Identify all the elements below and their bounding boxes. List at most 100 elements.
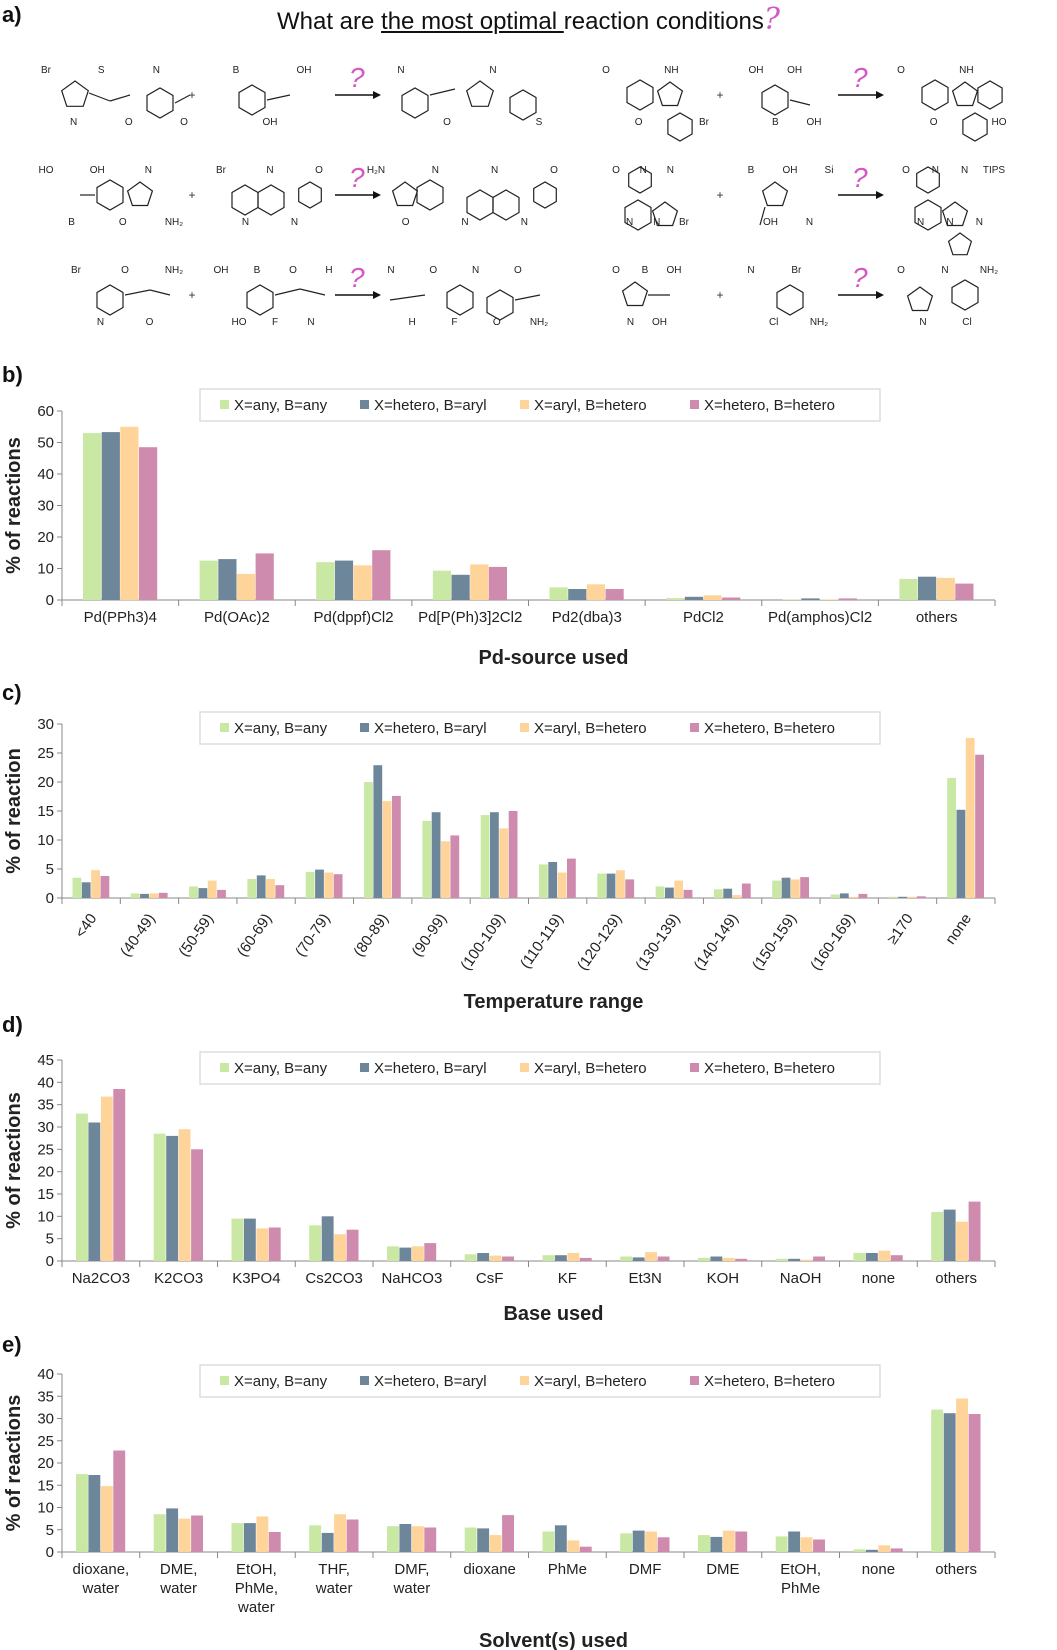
bond-line <box>759 206 766 226</box>
bar <box>139 447 158 600</box>
x-tick-label-line: PhMe <box>548 1561 587 1578</box>
x-tick-label: DMF, water <box>393 1561 431 1597</box>
atom-label: N <box>461 217 468 228</box>
x-tick-label: (100-109) <box>457 911 508 974</box>
bar <box>703 595 722 600</box>
atom-label: N <box>626 217 633 228</box>
atom-label: N <box>491 165 498 176</box>
bar <box>722 1530 735 1552</box>
ring-shape <box>941 201 969 227</box>
bar <box>713 889 723 898</box>
bar <box>153 1514 166 1552</box>
question-suffix: reaction conditions <box>563 8 764 35</box>
x-tick-label: (130-139) <box>632 911 683 974</box>
atom-label: O <box>493 317 501 328</box>
bond-line <box>429 88 456 96</box>
bar <box>153 1133 166 1261</box>
molecule: B OH OH <box>233 65 312 128</box>
atom-label: N <box>145 165 152 176</box>
question-mark-icon: ? <box>349 162 365 193</box>
atom-label: O <box>902 165 910 176</box>
bond-line <box>514 294 541 301</box>
ring-shape <box>916 166 940 194</box>
legend-label: X=hetero, B=aryl <box>374 720 487 737</box>
legend-label: X=hetero, B=hetero <box>704 1373 835 1390</box>
molecule: Br N S O N O <box>41 65 191 128</box>
atom-label: Si <box>825 165 834 176</box>
bond-line <box>389 294 426 301</box>
ring-shape <box>146 87 174 119</box>
bar <box>567 1253 580 1261</box>
x-tick-label-line: others <box>935 1270 977 1287</box>
y-tick-label: 20 <box>37 1455 54 1472</box>
plus-sign: + <box>188 188 195 202</box>
bar <box>490 812 499 898</box>
bar <box>207 880 217 898</box>
legend-swatch <box>220 1063 229 1072</box>
atom-label: O <box>514 265 522 276</box>
legend-box <box>199 711 881 745</box>
y-tick-label: 15 <box>37 1186 54 1203</box>
molecule: O N B OH OH <box>612 265 681 328</box>
bar <box>710 1536 723 1552</box>
x-tick-label: (140-149) <box>691 911 742 974</box>
bar <box>231 1218 244 1261</box>
bar <box>101 432 120 600</box>
atom-label: N <box>747 265 754 276</box>
legend-label: X=hetero, B=hetero <box>704 397 835 414</box>
atom-label: N <box>806 217 813 228</box>
arrow-head <box>876 91 884 99</box>
atom-label: O <box>429 265 437 276</box>
atom-label: F <box>272 317 278 328</box>
x-tick-label-line: Et3N <box>628 1270 661 1287</box>
atom-label: N <box>667 165 674 176</box>
plus-sign: + <box>188 88 195 102</box>
atom-label: B <box>68 217 75 228</box>
x-tick-label: K2CO3 <box>154 1270 203 1287</box>
bar <box>943 1413 956 1552</box>
atom-label: NH₂ <box>165 217 183 228</box>
atom-label: O <box>612 265 620 276</box>
bar <box>956 1398 968 1552</box>
atom-label: N <box>70 117 77 128</box>
bar <box>256 875 266 898</box>
bond-line <box>299 288 326 296</box>
plus-sign: + <box>716 188 723 202</box>
x-tick-label-line: water <box>159 1580 197 1597</box>
bar <box>735 1258 748 1261</box>
bar <box>178 1129 191 1261</box>
atom-label: OH <box>783 165 798 176</box>
bar <box>502 1256 514 1261</box>
bar <box>878 1250 891 1261</box>
ring-shape <box>921 79 949 111</box>
bar <box>166 1508 179 1552</box>
x-tick-label: DMF <box>629 1561 662 1578</box>
bar <box>199 560 218 600</box>
legend-swatch <box>690 1063 699 1072</box>
bond-line <box>174 94 191 104</box>
bar <box>943 1209 956 1261</box>
legend: X=any, B=any X=hetero, B=aryl X=aryl, B=he… <box>199 1051 881 1085</box>
x-tick-label-line: EtOH, <box>780 1561 821 1578</box>
x-tick-label-line: NaHCO3 <box>381 1270 442 1287</box>
question-title: What are the most optimal reaction condi… <box>0 2 1057 37</box>
bar <box>372 550 391 600</box>
x-tick-label: (120-129) <box>574 911 625 974</box>
bar <box>424 1527 437 1552</box>
y-tick-label: 60 <box>37 403 54 420</box>
atom-label: TIPS <box>983 165 1006 176</box>
bar <box>554 1255 567 1261</box>
y-tick-label: 10 <box>37 1500 54 1517</box>
atom-label: OH <box>763 217 778 228</box>
bar <box>399 1247 412 1261</box>
bar <box>568 589 587 600</box>
x-tick-label: Pd(amphos)Cl2 <box>768 609 872 626</box>
atom-label: O <box>315 165 323 176</box>
x-axis-title: Solvent(s) used <box>479 1630 628 1650</box>
bar <box>853 1549 866 1552</box>
bar <box>813 1256 825 1261</box>
legend-box <box>199 1051 881 1085</box>
base-chart: 0 5 10 15 20 25 30 35 40 45 Na2CO3 K2CO3 K3PO4 Cs2CO3… <box>3 1051 996 1325</box>
atom-label: Br <box>71 265 82 276</box>
y-tick-label: 30 <box>37 1119 54 1136</box>
